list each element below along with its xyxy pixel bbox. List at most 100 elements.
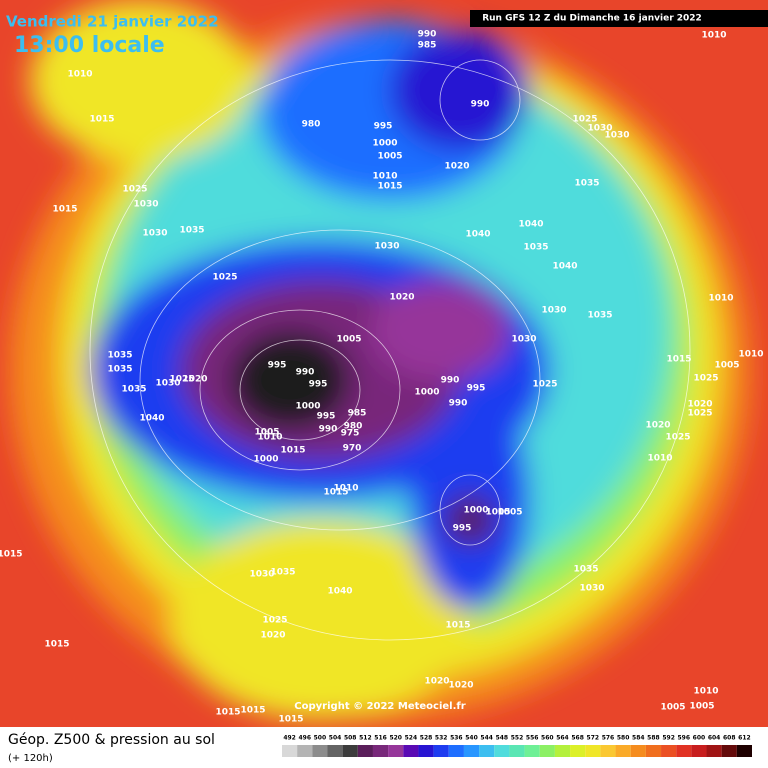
isobar-label: 1030 [541,306,566,316]
legend-label: 564 [556,735,569,742]
legend-swatch [463,745,480,757]
isobar-label: 1010 [693,687,718,697]
isobar-label: 1005 [254,428,279,438]
isobar-label: 990 [471,100,490,110]
isobar-label: 1010 [372,172,397,182]
isobar-label: 1025 [262,616,287,626]
legend-swatch [721,745,737,757]
isobar-label: 1000 [463,506,488,516]
isobar-label: 1020 [444,162,469,172]
isobar-label: 1035 [107,365,132,375]
isobar-label: 1025 [665,433,690,443]
isobar-label: 1035 [523,243,548,253]
legend-label: 548 [496,735,509,742]
isobar-label: 1030 [142,229,167,239]
legend-swatch [357,745,373,757]
legend-label: 576 [602,735,615,742]
isobar-label: 1015 [215,708,240,718]
isobar-label: 995 [317,412,336,422]
isobar-label: 1020 [260,631,285,641]
isobar-label: 1025 [169,375,194,385]
legend-label: 588 [647,735,660,742]
legend-label: 524 [405,735,418,742]
legend-label: 512 [359,735,372,742]
isobar-label: 1010 [708,294,733,304]
isobar-label: 995 [374,122,393,132]
legend-swatch [403,745,419,757]
legend-swatch [706,745,722,757]
isobar-label: 990 [319,425,338,435]
isobar-label: 1000 [414,388,439,398]
isobar-label: 1040 [552,262,577,272]
isobar-label: 990 [418,30,437,40]
isobar-label: 1010 [701,31,726,41]
isobar-label: 1015 [280,446,305,456]
isobar-label: 995 [268,361,287,371]
isobar-label: 1030 [133,200,158,210]
isobar-label: 1030 [374,242,399,252]
legend-swatch [342,745,358,757]
isobar-label: 1020 [687,400,712,410]
legend-label: 504 [329,735,342,742]
legend-swatch [554,745,571,757]
map [0,0,768,727]
legend-label: 608 [723,735,736,742]
isobar-label: 1015 [44,640,69,650]
legend-label: 516 [374,735,387,742]
legend-swatch [736,745,752,757]
legend-swatch [630,745,646,757]
isobar-label: 1025 [212,273,237,283]
legend-swatch [645,745,662,757]
legend-label: 508 [344,735,357,742]
legend-label: 520 [389,735,402,742]
legend-swatch [524,745,540,757]
legend-swatch [312,745,328,757]
legend-swatch [372,745,389,757]
legend-label: 568 [571,735,584,742]
isobar-label: 1015 [52,205,77,215]
isobar-label: 990 [441,376,460,386]
isobar-label: 1020 [448,681,473,691]
legend-swatch [494,745,510,757]
legend-swatch [570,745,586,757]
run-box [470,10,768,27]
isobar-label: 1015 [377,182,402,192]
isobar-label: 1010 [333,484,358,494]
isobar-label: 1035 [574,179,599,189]
legend-label: 536 [450,735,463,742]
isobar-label: 1025 [122,185,147,195]
isobar-label: 1000 [372,139,397,149]
footer-lead: (+ 120h) [8,753,53,764]
isobar-label: 1010 [738,350,763,360]
legend-swatch [676,745,692,757]
isobar-label: 1005 [336,335,361,345]
isobar-label: 990 [449,399,468,409]
legend-swatch [448,745,464,757]
legend-swatch [297,745,313,757]
isobar-label: 1035 [573,565,598,575]
isobar-label: 985 [418,41,437,51]
legend-label: 492 [283,735,296,742]
isobar-label: 1040 [518,220,543,230]
legend-label: 500 [314,735,327,742]
isobar-label: 1005 [689,702,714,712]
isobar-label: 1005 [497,508,522,518]
legend-swatch [327,745,343,757]
legend-swatch [509,745,525,757]
isobar-label: 1035 [587,311,612,321]
legend-label: 560 [541,735,554,742]
isobar-label: 1025 [693,374,718,384]
isobar-label: 1020 [389,293,414,303]
legend-label: 532 [435,735,448,742]
isobar-label: 1030 [511,335,536,345]
isobar-label: 1015 [278,715,303,725]
isobar-label: 1030 [579,584,604,594]
legend-swatch [539,745,555,757]
legend-label: 600 [693,735,706,742]
isobar-label: 1005 [660,703,685,713]
isobar-label: 1020 [645,421,670,431]
legend-label: 592 [662,735,675,742]
isobar-label: 1015 [445,621,470,631]
